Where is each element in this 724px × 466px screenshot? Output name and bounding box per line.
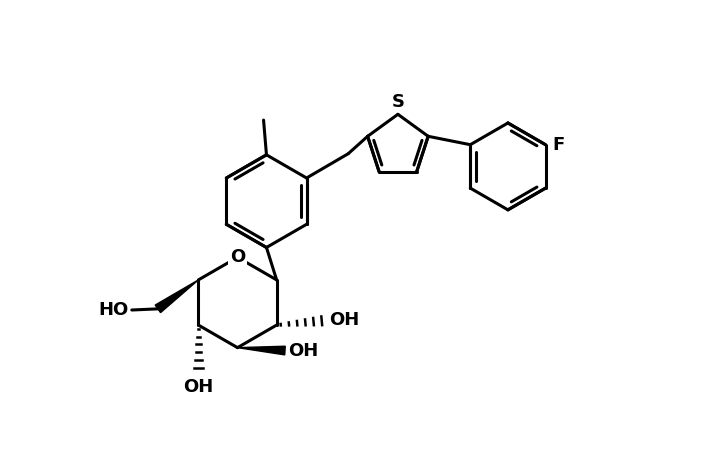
Text: OH: OH xyxy=(288,342,318,360)
Text: OH: OH xyxy=(183,378,214,397)
Polygon shape xyxy=(237,346,285,355)
Polygon shape xyxy=(155,280,198,313)
Text: S: S xyxy=(392,93,405,111)
Text: HO: HO xyxy=(98,301,129,319)
Text: OH: OH xyxy=(329,311,359,329)
Text: O: O xyxy=(230,248,245,267)
Text: F: F xyxy=(552,136,565,154)
